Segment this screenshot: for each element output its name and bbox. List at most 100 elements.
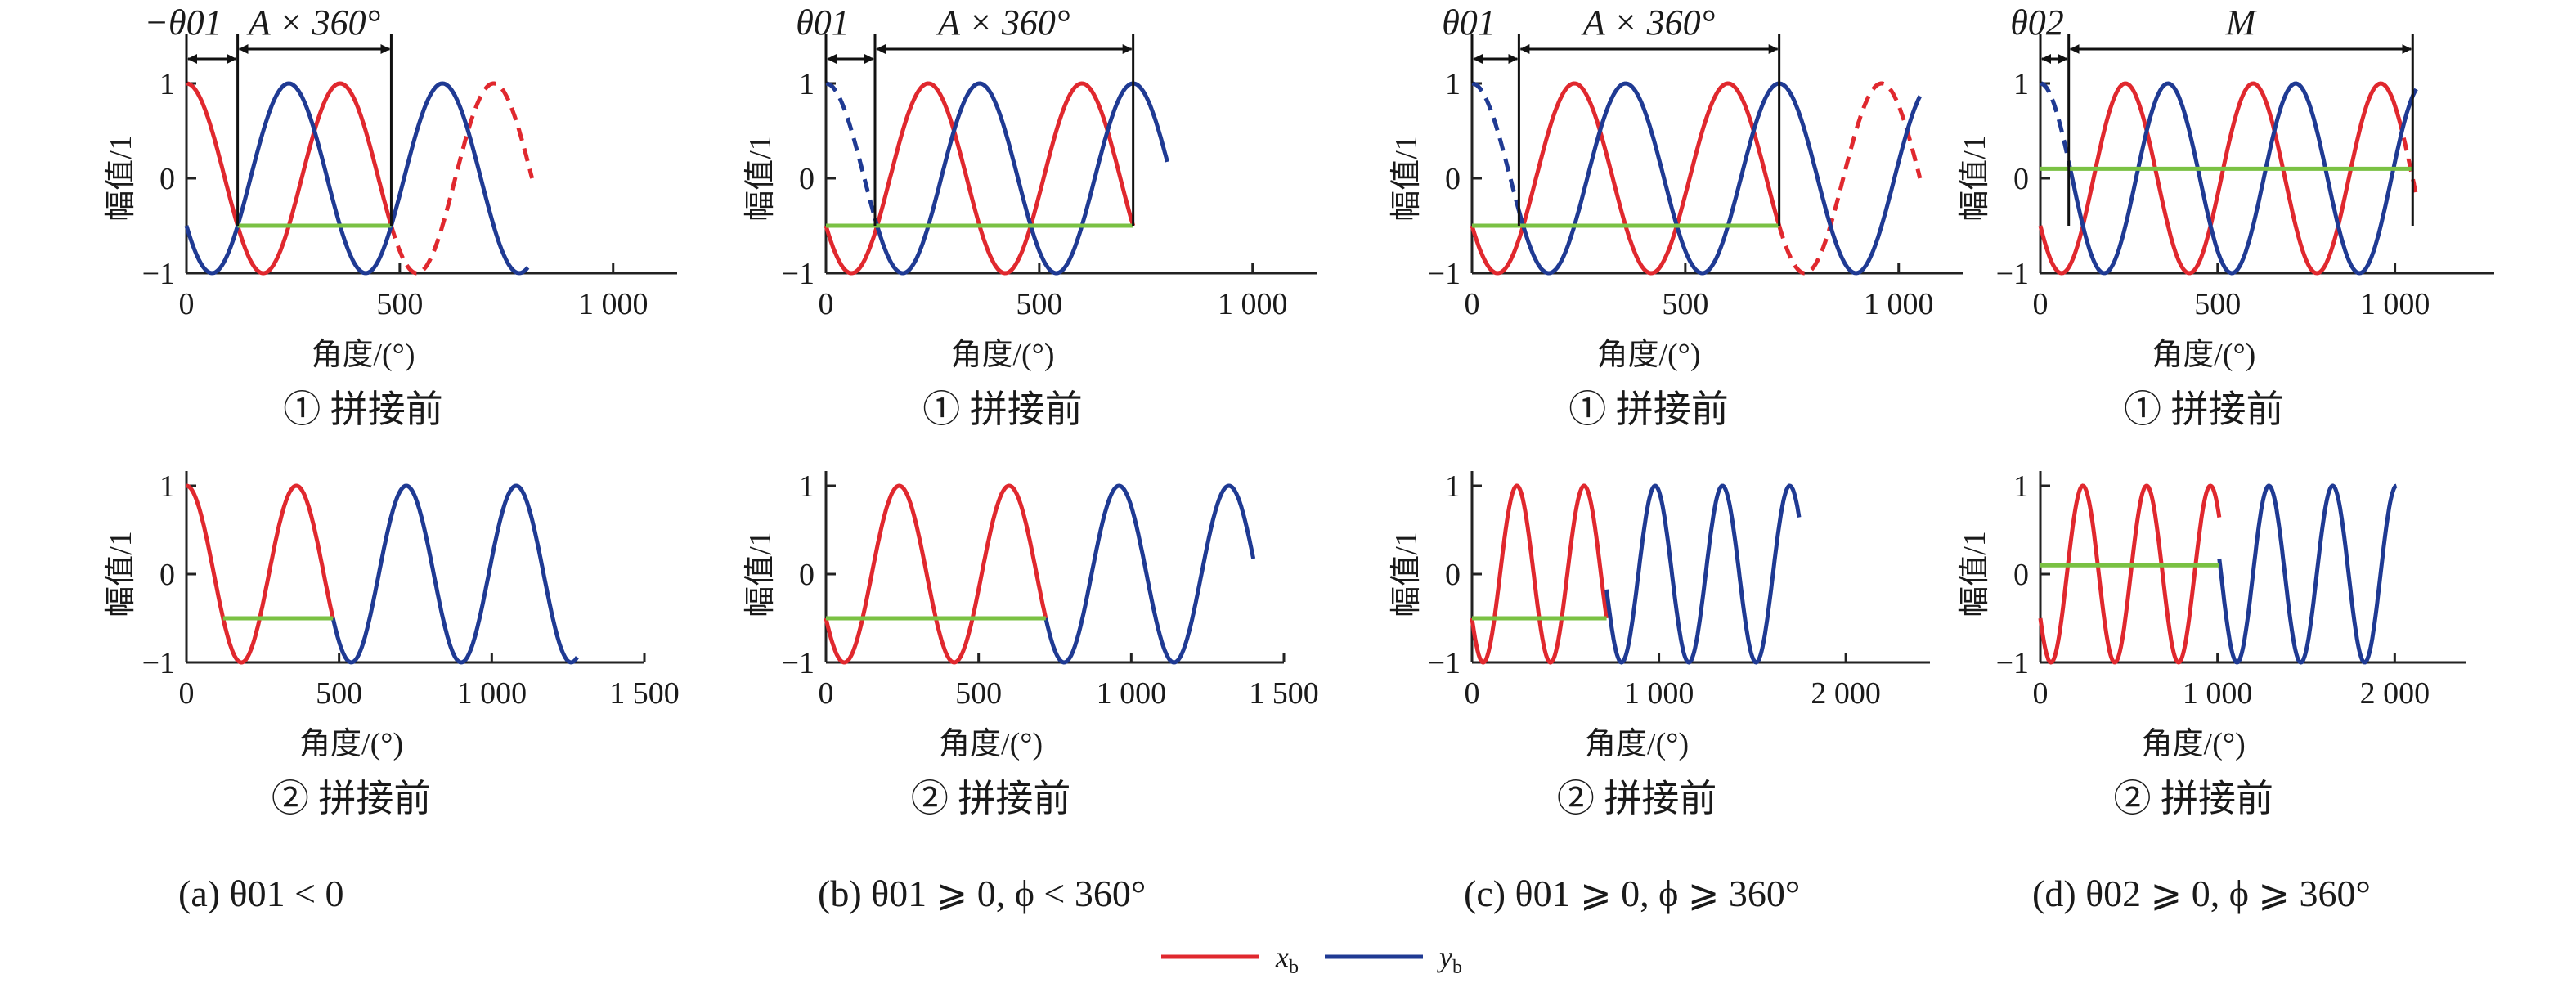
y-axis-label: 幅值/1 bbox=[743, 531, 778, 617]
span-label: θ01 bbox=[796, 2, 850, 43]
panel-caption: (d) θ02 ⩾ 0, ϕ ⩾ 360° bbox=[2032, 873, 2371, 914]
y-tick-label: 1 bbox=[159, 67, 175, 101]
span-label: A × 360° bbox=[1581, 2, 1715, 43]
panel-caption: (a) θ01 < 0 bbox=[178, 873, 344, 914]
x-axis-label: 角度/(°) bbox=[311, 338, 415, 372]
panel-subtitle: ② 拼接前 bbox=[1557, 778, 1717, 819]
y-tick-label: 0 bbox=[159, 558, 175, 592]
y-tick-label: 1 bbox=[799, 469, 815, 504]
x-tick-label: 0 bbox=[819, 676, 834, 711]
y-tick-label: 1 bbox=[799, 67, 815, 101]
series-y-b bbox=[330, 483, 579, 665]
y-tick-label: 1 bbox=[2013, 469, 2029, 504]
y-axis-label: 幅值/1 bbox=[104, 135, 138, 222]
x-tick-label: 1 000 bbox=[1624, 676, 1694, 711]
y-tick-label: 0 bbox=[799, 558, 815, 592]
series-y-b bbox=[1516, 81, 1923, 276]
panel-subtitle: ① 拼接前 bbox=[1568, 388, 1729, 430]
legend-label-y-b: yb bbox=[1437, 940, 1462, 978]
y-tick-label: −1 bbox=[782, 646, 815, 680]
x-tick-label: 2 000 bbox=[2360, 676, 2430, 711]
x-axis-label: 角度/(°) bbox=[2142, 727, 2246, 761]
y-tick-label: 0 bbox=[2013, 162, 2029, 196]
x-tick-label: 1 000 bbox=[457, 676, 527, 711]
x-tick-label: 0 bbox=[1465, 676, 1480, 711]
y-tick-label: −1 bbox=[1996, 646, 2029, 680]
span-label: −θ01 bbox=[144, 2, 222, 43]
series-x-b bbox=[186, 81, 393, 276]
panel-subtitle: ① 拼接前 bbox=[283, 388, 443, 430]
y-axis-label: 幅值/1 bbox=[104, 531, 138, 617]
series-y-b bbox=[184, 81, 530, 276]
y-tick-label: −1 bbox=[1428, 257, 1461, 291]
panel-caption: (c) θ01 ⩾ 0, ϕ ⩾ 360° bbox=[1464, 873, 1800, 914]
series-x-b bbox=[2038, 483, 2222, 665]
y-tick-label: 1 bbox=[2013, 67, 2029, 101]
y-tick-label: −1 bbox=[142, 646, 175, 680]
x-tick-label: 0 bbox=[179, 287, 195, 321]
x-tick-label: 2 000 bbox=[1811, 676, 1881, 711]
x-tick-label: 1 500 bbox=[609, 676, 680, 711]
span-label: A × 360° bbox=[936, 2, 1070, 43]
series-y-b-dashed bbox=[2040, 81, 2071, 163]
y-axis-label: 幅值/1 bbox=[1389, 135, 1424, 222]
series-y-b bbox=[2217, 483, 2398, 665]
x-tick-label: 1 000 bbox=[578, 287, 648, 321]
y-axis-label: 幅值/1 bbox=[743, 135, 778, 222]
series-x-b bbox=[824, 81, 1136, 276]
panel-subtitle: ① 拼接前 bbox=[922, 388, 1083, 430]
series-y-b bbox=[2067, 81, 2418, 276]
y-tick-label: −1 bbox=[1428, 646, 1461, 680]
y-tick-label: −1 bbox=[1996, 257, 2029, 291]
x-tick-label: 500 bbox=[2194, 287, 2241, 321]
x-axis-label: 角度/(°) bbox=[2152, 338, 2255, 372]
series-x-b-dashed bbox=[389, 81, 535, 276]
span-label: θ02 bbox=[2010, 2, 2064, 43]
span-label: M bbox=[2225, 2, 2258, 43]
y-tick-label: −1 bbox=[142, 257, 175, 291]
series-x-b bbox=[1470, 483, 1609, 665]
x-tick-label: 1 000 bbox=[2183, 676, 2253, 711]
x-tick-label: 0 bbox=[2033, 676, 2049, 711]
series-y-b bbox=[1043, 483, 1256, 665]
x-tick-label: 500 bbox=[376, 287, 423, 321]
y-tick-label: 0 bbox=[799, 162, 815, 196]
x-tick-label: 500 bbox=[1662, 287, 1708, 321]
x-axis-label: 角度/(°) bbox=[939, 727, 1043, 761]
y-tick-label: 0 bbox=[2013, 558, 2029, 592]
x-tick-label: 1 000 bbox=[1218, 287, 1288, 321]
y-tick-label: 0 bbox=[1445, 558, 1461, 592]
y-tick-label: 1 bbox=[159, 469, 175, 504]
x-axis-label: 角度/(°) bbox=[1596, 338, 1700, 372]
x-tick-label: 500 bbox=[955, 676, 1002, 711]
x-tick-label: 0 bbox=[819, 287, 834, 321]
x-axis-label: 角度/(°) bbox=[950, 338, 1054, 372]
panel-subtitle: ② 拼接前 bbox=[2113, 778, 2273, 819]
series-x-b-dashed bbox=[1777, 81, 1923, 276]
series-y-b-dashed bbox=[1471, 81, 1521, 212]
series-y-b bbox=[873, 81, 1169, 276]
x-tick-label: 500 bbox=[1016, 287, 1062, 321]
y-tick-label: 1 bbox=[1445, 67, 1461, 101]
series-y-b-dashed bbox=[826, 81, 877, 219]
legend: xb yb bbox=[1161, 940, 1462, 978]
legend-sub-y-b: b bbox=[1452, 957, 1462, 978]
x-tick-label: 0 bbox=[2033, 287, 2049, 321]
y-axis-label: 幅值/1 bbox=[1958, 135, 1992, 222]
panel-subtitle: ② 拼接前 bbox=[911, 778, 1071, 819]
y-tick-label: 0 bbox=[1445, 162, 1461, 196]
panel-subtitle: ② 拼接前 bbox=[272, 778, 432, 819]
x-tick-label: 1 000 bbox=[1097, 676, 1167, 711]
x-tick-label: 1 500 bbox=[1249, 676, 1319, 711]
x-tick-label: 1 000 bbox=[1864, 287, 1934, 321]
y-tick-label: 0 bbox=[159, 162, 175, 196]
